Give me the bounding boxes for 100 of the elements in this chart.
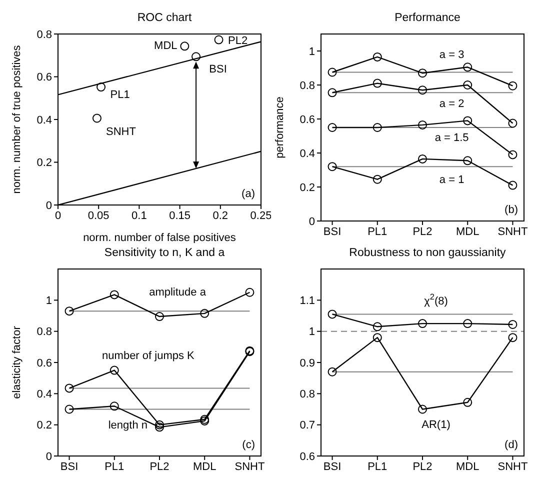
y-tick-label: 0.7 bbox=[300, 420, 315, 432]
point bbox=[463, 62, 472, 72]
point bbox=[508, 333, 518, 342]
point bbox=[110, 366, 119, 375]
x-tick-label: PL2 bbox=[412, 460, 432, 473]
y-tick-label: 0.4 bbox=[300, 148, 315, 160]
x-tick-label: 0.25 bbox=[250, 210, 272, 222]
y-tick-label: 0.2 bbox=[36, 157, 52, 170]
y-tick-label: 1.1 bbox=[300, 295, 315, 308]
y-tick-label: 0 bbox=[46, 450, 52, 463]
chart-title: Performance bbox=[394, 11, 462, 26]
y-tick-label: 0.4 bbox=[36, 388, 52, 401]
y-tick-label: 0.6 bbox=[300, 114, 315, 126]
series-label: MDL bbox=[154, 40, 178, 52]
y-tick-label: 0.8 bbox=[300, 80, 315, 92]
point bbox=[328, 88, 337, 98]
y-axis-title: elasticity factor bbox=[10, 326, 23, 399]
point bbox=[155, 312, 164, 322]
point bbox=[245, 288, 254, 297]
point bbox=[200, 308, 210, 318]
y-tick-label: 0.2 bbox=[300, 182, 315, 194]
x-tick-label: PL1 bbox=[368, 460, 388, 473]
point bbox=[110, 402, 119, 411]
point bbox=[418, 319, 427, 328]
x-tick-label: 0.1 bbox=[132, 210, 147, 222]
chart-title: Robustness to non gaussianity bbox=[348, 246, 507, 261]
point bbox=[64, 384, 74, 393]
point bbox=[214, 35, 224, 44]
point bbox=[508, 118, 518, 128]
point bbox=[463, 398, 472, 407]
point bbox=[64, 404, 74, 414]
y-tick-label: 1 bbox=[308, 46, 315, 58]
series-label: a = 3 bbox=[439, 49, 464, 62]
x-tick-label: 0.15 bbox=[169, 210, 191, 222]
y-axis-title: norm. number of true positives bbox=[10, 44, 23, 194]
x-tick-label: BSI bbox=[323, 460, 342, 473]
x-tick-label: BSI bbox=[60, 460, 78, 473]
annotation: (a) bbox=[242, 188, 255, 200]
y-tick-label: 0.9 bbox=[300, 357, 315, 370]
series-label: a = 2 bbox=[439, 98, 464, 110]
point bbox=[463, 319, 472, 328]
series-label: PL1 bbox=[110, 88, 130, 101]
point bbox=[328, 68, 337, 77]
x-axis-title: norm. number of false positives bbox=[83, 232, 236, 244]
y-tick-label: 0 bbox=[46, 200, 52, 212]
x-tick-label: 0 bbox=[54, 210, 62, 222]
chart-title: ROC chart bbox=[136, 11, 193, 26]
series-label: number of jumps K bbox=[102, 350, 196, 362]
series-label: AR(1) bbox=[422, 419, 450, 432]
x-tick-label: MDL bbox=[192, 460, 216, 473]
point bbox=[110, 290, 119, 300]
y-tick-label: 0.6 bbox=[300, 450, 315, 463]
point bbox=[155, 420, 164, 430]
x-tick-label: SNHT bbox=[234, 460, 265, 473]
point bbox=[508, 320, 518, 329]
point bbox=[418, 120, 427, 130]
x-tick-label: PL2 bbox=[412, 226, 432, 238]
series-label: BSI bbox=[209, 64, 227, 76]
series-label: amplitude a bbox=[149, 286, 207, 298]
x-tick-label: SNHT bbox=[498, 460, 528, 473]
point bbox=[418, 404, 427, 414]
y-tick-label: 0.6 bbox=[36, 357, 52, 370]
annotation: (b) bbox=[504, 204, 518, 216]
point bbox=[328, 162, 337, 172]
point bbox=[328, 310, 337, 319]
chart-title: Sensitivity to n, K and a bbox=[103, 246, 226, 261]
series-label: χ$^{2}$(8) bbox=[424, 292, 448, 308]
x-tick-label: MDL bbox=[456, 226, 480, 238]
y-tick-label: 1 bbox=[46, 295, 52, 308]
x-tick-label: MDL bbox=[456, 460, 480, 473]
point bbox=[155, 422, 164, 432]
point bbox=[372, 123, 382, 132]
point bbox=[92, 114, 102, 123]
x-tick-label: BSI bbox=[323, 226, 342, 238]
x-tick-label: PL2 bbox=[150, 460, 170, 473]
y-tick-label: 0.6 bbox=[36, 72, 52, 84]
y-axis-title: performance bbox=[274, 96, 286, 158]
point bbox=[328, 367, 337, 376]
y-tick-label: 0.8 bbox=[36, 28, 52, 41]
x-tick-label: 0.2 bbox=[212, 210, 228, 222]
point bbox=[508, 81, 518, 90]
point bbox=[463, 156, 472, 166]
point bbox=[418, 154, 427, 164]
point bbox=[508, 150, 518, 160]
y-tick-label: 0.8 bbox=[300, 388, 315, 401]
point bbox=[64, 306, 74, 316]
y-tick-label: 0.4 bbox=[36, 114, 52, 126]
series-label: PL2 bbox=[228, 34, 248, 47]
point bbox=[328, 123, 337, 132]
x-tick-label: PL1 bbox=[104, 460, 124, 473]
point bbox=[463, 116, 472, 126]
point bbox=[372, 52, 382, 62]
x-tick-label: SNHT bbox=[498, 226, 528, 238]
y-tick-label: 1 bbox=[308, 326, 315, 338]
point bbox=[372, 322, 382, 332]
y-tick-label: 0.2 bbox=[36, 420, 52, 432]
annotation: (c) bbox=[242, 439, 255, 451]
point bbox=[418, 86, 427, 95]
series-label: a = 1.5 bbox=[434, 132, 469, 144]
point bbox=[372, 78, 382, 88]
